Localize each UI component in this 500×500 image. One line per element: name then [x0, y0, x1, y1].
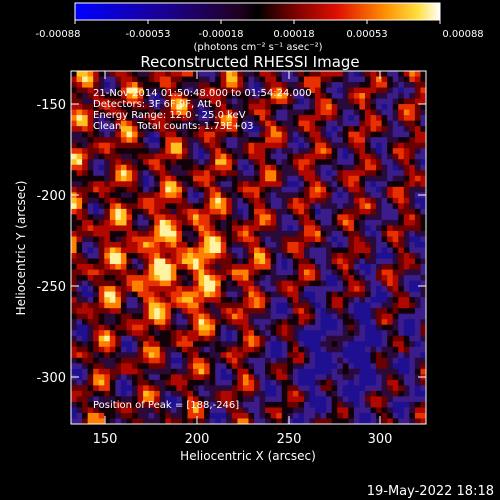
colorbar-tick-label: -0.00053 [126, 29, 171, 40]
colorbar-tick-label: 0.00053 [346, 29, 387, 40]
colorbar-tick-label: -0.00018 [199, 29, 244, 40]
x-tick-label: 250 [277, 432, 302, 447]
x-axis-ticks [104, 71, 381, 424]
y-tick-label: -250 [36, 280, 66, 295]
colorbar-tick-label: 0.00088 [442, 29, 483, 40]
plot-frame [70, 70, 427, 425]
x-tick-label: 300 [368, 432, 393, 447]
time-range-text: 21-Nov-2014 01:50:48.000 to 01:54:24.000 [93, 88, 312, 99]
y-axis-ticks [71, 103, 426, 378]
image-area [70, 70, 427, 425]
colorbar-tick-label: -0.00088 [36, 29, 81, 40]
plot-title: Reconstructed RHESSI Image [140, 53, 359, 71]
energy-range-text: Energy Range: 12.0 - 25.0 keV [93, 110, 246, 121]
colorbar-tick-label: 0.00018 [273, 29, 314, 40]
peak-position-text: Position of Peak = [188,-246] [93, 400, 239, 411]
y-tick-label: -300 [36, 371, 66, 386]
x-tick-label: 150 [93, 432, 118, 447]
x-tick-label: 200 [185, 432, 210, 447]
heatmap [71, 71, 426, 424]
colorbar-units-label: (photons cm⁻² s⁻¹ asec⁻²) [193, 42, 322, 53]
y-tick-label: -200 [36, 189, 66, 204]
y-tick-label: -150 [36, 98, 66, 113]
date-stamp: 19-May-2022 18:18 [367, 484, 494, 499]
colorbar-ticks [74, 20, 441, 24]
info-annotations: 21-Nov-2014 01:50:48.000 to 01:54:24.000… [93, 88, 312, 411]
x-axis-label: Heliocentric X (arcsec) [180, 449, 316, 463]
detectors-text: Detectors: 3F 6F 9F, Att 0 [93, 99, 221, 110]
colorbar: -0.00088 -0.00053 -0.00018 0.00018 0.000… [36, 2, 484, 53]
colorbar-gradient [74, 2, 441, 21]
total-counts-text: Clean Total counts: 1.73E+03 [93, 121, 253, 132]
y-axis-label: Heliocentric Y (arcsec) [14, 181, 28, 316]
